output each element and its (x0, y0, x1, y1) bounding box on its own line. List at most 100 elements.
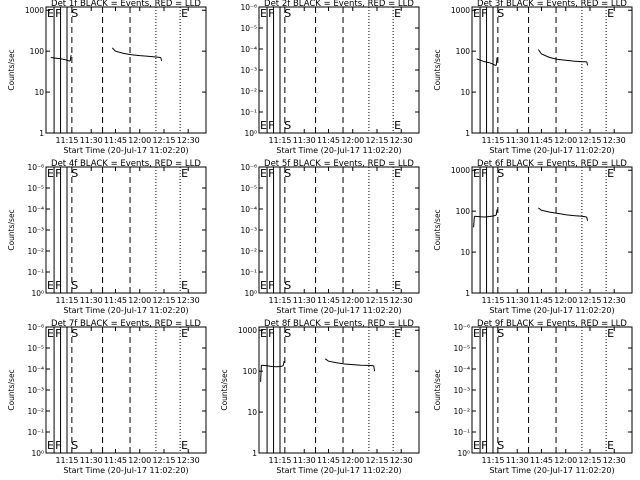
marker-f-top: F (268, 7, 274, 20)
x-tick-label: 11:30 (293, 296, 316, 305)
x-tick-label: 11:15 (55, 136, 78, 145)
marker-e-top: E (47, 7, 54, 20)
x-tick-label: 11:15 (268, 136, 291, 145)
y-tick-label: 10⁻⁴ (240, 45, 257, 54)
x-tick-label: 11:15 (268, 296, 291, 305)
x-axis-label: Start Time (20-Jul-17 11:02:20) (489, 146, 614, 155)
x-tick-label: 11:30 (506, 296, 529, 305)
events-line (260, 365, 262, 382)
marker-e-top: E (394, 327, 401, 340)
events-line (261, 364, 284, 368)
x-tick-label: 12:15 (152, 136, 175, 145)
x-tick-label: 12:30 (603, 136, 626, 145)
marker-f-bottom: F (268, 119, 274, 132)
y-tick-label: 10⁰ (31, 289, 44, 298)
plot-frame (45, 166, 207, 294)
x-tick-label: 11:15 (481, 296, 504, 305)
x-tick-label: 11:15 (55, 456, 78, 465)
x-tick-label: 11:30 (293, 136, 316, 145)
marker-f-top: F (55, 7, 61, 20)
y-tick-label: 10⁻⁵ (240, 24, 257, 33)
marker-e-bottom: E (181, 439, 188, 452)
y-tick-label: 10 (34, 88, 44, 97)
y-tick-label: 10⁻⁴ (27, 205, 44, 214)
marker-f-top: F (481, 7, 487, 20)
chart-title: Det 9f BLACK = Events, RED = LLD (477, 319, 627, 329)
y-tick-label: 1000 (451, 166, 470, 175)
y-tick-label: 10⁻⁵ (240, 184, 257, 193)
y-axis-label: Counts/sec (7, 369, 16, 410)
x-tick-label: 11:15 (55, 296, 78, 305)
marker-e-top: E (47, 327, 54, 340)
plot-frame (258, 6, 420, 134)
x-tick-label: 12:30 (603, 296, 626, 305)
marker-s-bottom: S (497, 439, 504, 452)
events-line (324, 358, 374, 367)
y-tick-label: 1 (39, 129, 44, 138)
x-tick-label: 12:00 (341, 456, 364, 465)
y-axis-label: Counts/sec (7, 49, 16, 90)
marker-f-top: F (55, 327, 61, 340)
y-tick-label: 10⁻² (240, 247, 257, 256)
marker-f-bottom: F (55, 279, 61, 292)
marker-e-top: E (607, 7, 614, 20)
x-tick-label: 12:15 (578, 136, 601, 145)
x-tick-label: 12:15 (578, 456, 601, 465)
marker-s-top: S (71, 327, 78, 340)
x-tick-label: 11:30 (80, 136, 103, 145)
x-tick-label: 12:30 (177, 136, 200, 145)
x-tick-label: 12:30 (603, 456, 626, 465)
marker-s-top: S (497, 327, 504, 340)
chart-title: Det 1f BLACK = Events, RED = LLD (51, 0, 201, 9)
x-tick-label: 12:00 (341, 136, 364, 145)
y-tick-label: 10⁻³ (27, 226, 44, 235)
y-tick-label: 100 (30, 47, 45, 56)
y-tick-label: 10⁻¹ (453, 428, 470, 437)
plot-frame (471, 166, 633, 294)
y-tick-label: 10 (247, 408, 257, 417)
chart-panel: Det 2f BLACK = Events, RED = LLD 11:15 11:… (240, 0, 420, 155)
marker-s-top: S (71, 7, 78, 20)
x-tick-label: 12:15 (365, 296, 388, 305)
y-tick-label: 10 (460, 248, 470, 257)
events-line (69, 55, 72, 62)
y-tick-label: 10⁻⁵ (27, 344, 44, 353)
chart-title: Det 4f BLACK = Events, RED = LLD (51, 159, 201, 169)
marker-f-top: F (268, 327, 274, 340)
marker-f-top: F (481, 167, 487, 180)
x-tick-label: 12:30 (390, 136, 413, 145)
x-tick-label: 11:15 (481, 456, 504, 465)
y-tick-label: 10⁻⁶ (27, 323, 44, 332)
x-tick-label: 11:30 (506, 136, 529, 145)
marker-e-bottom: E (394, 119, 401, 132)
x-tick-label: 12:30 (390, 296, 413, 305)
marker-e-top: E (260, 327, 267, 340)
y-tick-label: 10⁻² (240, 87, 257, 96)
events-line (111, 47, 161, 58)
marker-s-top: S (497, 167, 504, 180)
y-tick-label: 10⁻⁴ (453, 365, 470, 374)
y-tick-label: 10⁻⁶ (240, 163, 257, 172)
y-tick-label: 10 (460, 88, 470, 97)
x-tick-label: 12:15 (152, 296, 175, 305)
y-tick-label: 1000 (451, 6, 470, 15)
y-tick-label: 10⁻³ (240, 226, 257, 235)
marker-s-bottom: S (71, 439, 78, 452)
plot-frame (45, 6, 207, 134)
marker-e-bottom: E (47, 279, 54, 292)
marker-e-top: E (260, 167, 267, 180)
marker-e-bottom: E (47, 439, 54, 452)
events-line (495, 209, 498, 216)
x-tick-label: 11:45 (104, 296, 127, 305)
x-tick-label: 11:30 (80, 456, 103, 465)
marker-e-bottom: E (394, 279, 401, 292)
x-tick-label: 12:15 (365, 456, 388, 465)
x-tick-label: 11:45 (317, 296, 340, 305)
chart-title: Det 2f BLACK = Events, RED = LLD (264, 0, 414, 9)
y-tick-label: 10⁻¹ (240, 268, 257, 277)
marker-f-top: F (481, 327, 487, 340)
marker-f-top: F (268, 167, 274, 180)
